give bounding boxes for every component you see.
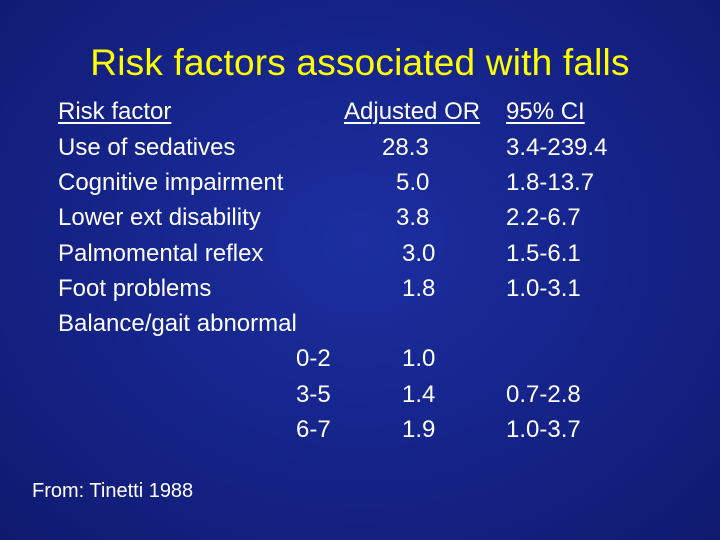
odds-ratio-cell: 3.8 xyxy=(396,204,430,231)
odds-ratio-cell: 3.0 xyxy=(402,240,436,267)
source-citation: From: Tinetti 1988 xyxy=(32,480,194,502)
odds-ratio-cell: 28.3 xyxy=(382,134,429,161)
odds-ratio-cell: 1.9 xyxy=(402,416,436,443)
header-ci: 95% CI xyxy=(506,98,585,125)
ci-cell: 1.8-13.7 xyxy=(506,169,595,196)
ci-cell: 3.4-239.4 xyxy=(506,134,608,161)
slide-title: Risk factors associated with falls xyxy=(90,42,630,83)
ci-cell: 1.5-6.1 xyxy=(506,240,581,267)
odds-ratio-cell: 1.4 xyxy=(402,381,436,408)
ci-cell: 1.0-3.1 xyxy=(506,275,581,302)
ci-cell: 2.2-6.7 xyxy=(506,204,581,231)
odds-ratio-cell: 1.8 xyxy=(402,275,436,302)
subgroup-label-cell: 0-2 xyxy=(296,345,331,372)
risk-factor-cell: Palmomental reflex xyxy=(58,240,264,267)
subgroup-label-cell: 6-7 xyxy=(296,416,331,443)
ci-cell: 1.0-3.7 xyxy=(506,416,581,443)
risk-factor-cell: Foot problems xyxy=(58,275,212,302)
risk-factor-cell: Cognitive impairment xyxy=(58,169,284,196)
odds-ratio-cell: 1.0 xyxy=(402,345,436,372)
header-adjusted-or: Adjusted OR xyxy=(344,98,481,125)
risk-factor-cell: Use of sedatives xyxy=(58,134,236,161)
ci-cell: 0.7-2.8 xyxy=(506,381,581,408)
odds-ratio-cell: 5.0 xyxy=(396,169,430,196)
subgroup-label-cell: 3-5 xyxy=(296,381,331,408)
risk-factor-cell: Lower ext disability xyxy=(58,204,261,231)
header-risk-factor: Risk factor xyxy=(58,98,172,125)
risk-factor-cell: Balance/gait abnormal xyxy=(58,310,297,337)
